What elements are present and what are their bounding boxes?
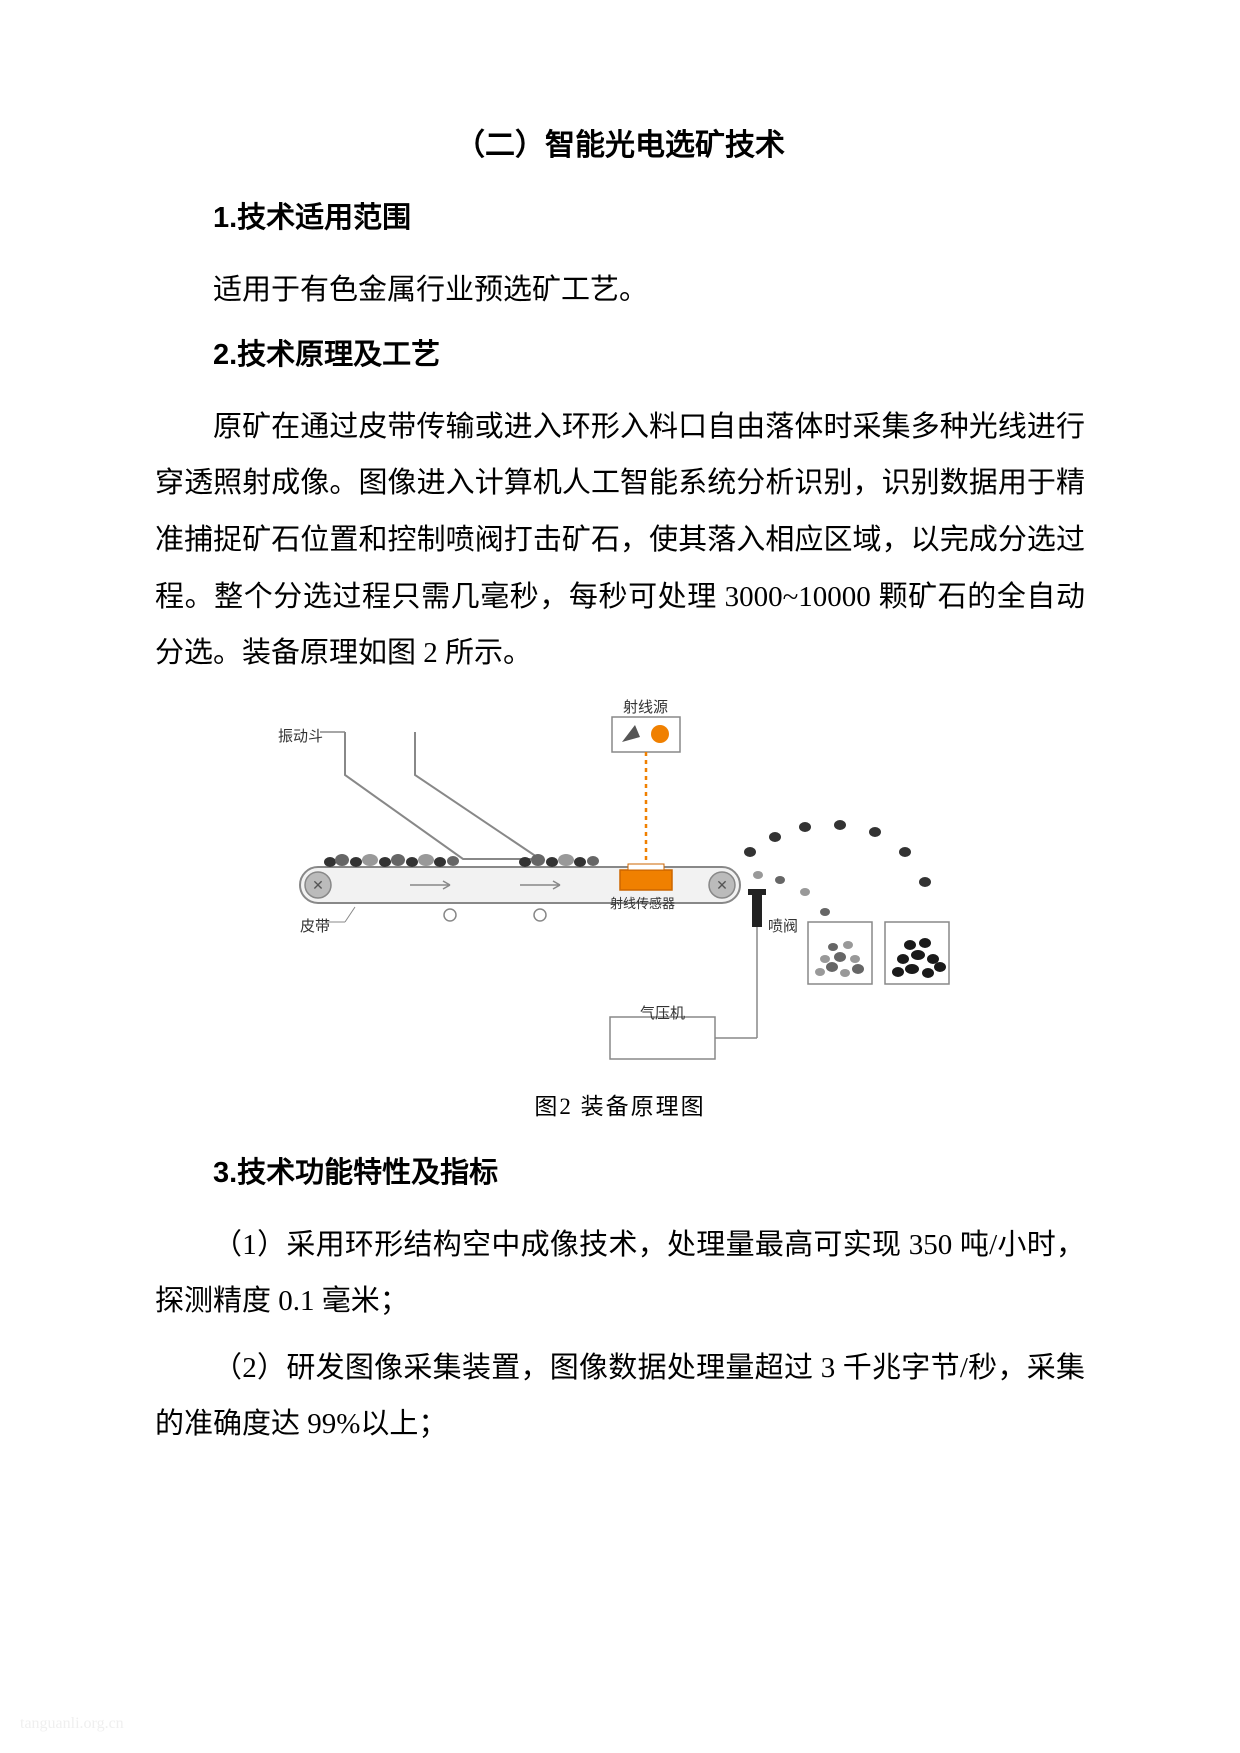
watermark: tanguanli.org.cn: [20, 1715, 124, 1733]
svg-text:✕: ✕: [716, 879, 728, 894]
ore-trajectory: [744, 820, 931, 916]
label-radiation-sensor: 射线传感器: [610, 893, 675, 912]
section-2-heading: 2.技术原理及工艺: [155, 329, 1085, 381]
diagram-svg: ✕ ✕: [260, 697, 980, 1077]
ore-on-belt-left: [324, 854, 459, 867]
label-belt: 皮带: [300, 915, 330, 936]
collection-bin-right: [885, 922, 949, 984]
radiation-sensor: [620, 864, 672, 890]
equipment-diagram: ✕ ✕: [260, 697, 980, 1077]
figure-caption: 图2 装备原理图: [155, 1087, 1085, 1121]
hopper-chute: [320, 732, 540, 859]
label-air-compressor: 气压机: [640, 1002, 685, 1023]
section-3-paragraph-2: （2）研发图像采集装置，图像数据处理量超过 3 千兆字节/秒，采集的准确度达 9…: [155, 1340, 1085, 1453]
label-spray-valve: 喷阀: [768, 915, 798, 936]
section-1-paragraph-1: 适用于有色金属行业预选矿工艺。: [155, 262, 1085, 319]
figure-container: ✕ ✕: [155, 697, 1085, 1077]
section-1-heading: 1.技术适用范围: [155, 192, 1085, 244]
label-radiation-source: 射线源: [623, 696, 668, 717]
document-title: （二）智能光电选矿技术: [155, 120, 1085, 164]
collection-bin-left: [808, 922, 872, 984]
section-2-paragraph-1: 原矿在通过皮带传输或进入环形入料口自由落体时采集多种光线进行穿透照射成像。图像进…: [155, 399, 1085, 682]
svg-text:✕: ✕: [312, 879, 324, 894]
spray-valve: [748, 889, 766, 1007]
radiation-source: [612, 717, 680, 752]
section-3-heading: 3.技术功能特性及指标: [155, 1147, 1085, 1199]
section-3-paragraph-1: （1）采用环形结构空中成像技术，处理量最高可实现 350 吨/小时，探测精度 0…: [155, 1217, 1085, 1330]
label-vibrating-hopper: 振动斗: [278, 725, 323, 746]
ore-on-belt-right: [519, 854, 599, 867]
